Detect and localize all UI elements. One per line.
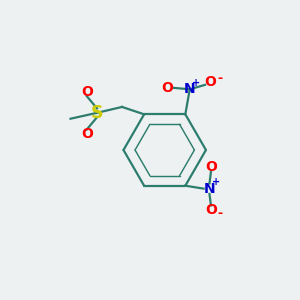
Text: O: O	[205, 160, 217, 174]
Text: +: +	[212, 177, 220, 187]
Text: O: O	[204, 75, 216, 89]
Text: O: O	[81, 85, 93, 99]
Text: +: +	[192, 78, 200, 88]
Text: N: N	[184, 82, 196, 96]
Text: O: O	[81, 127, 93, 141]
Text: O: O	[162, 81, 174, 95]
Text: -: -	[218, 207, 223, 220]
Text: -: -	[217, 73, 222, 85]
Text: S: S	[91, 104, 103, 122]
Text: N: N	[204, 182, 215, 196]
Text: O: O	[205, 203, 217, 217]
